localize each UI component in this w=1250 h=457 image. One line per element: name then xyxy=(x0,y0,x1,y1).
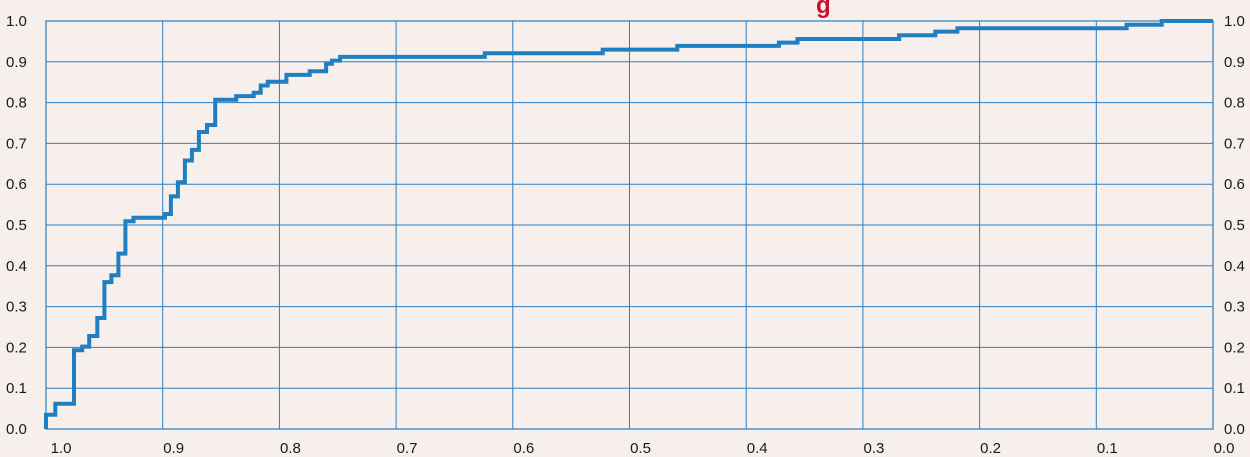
x-tick-label: 0.1 xyxy=(1097,440,1118,457)
y-tick-label-right: 0.1 xyxy=(1224,380,1245,397)
x-tick-label: 0.2 xyxy=(980,440,1001,457)
y-tick-label-left: 0.0 xyxy=(6,421,27,438)
x-tick-label: 0.0 xyxy=(1214,440,1235,457)
y-tick-label-right: 0.0 xyxy=(1224,421,1245,438)
x-tick-label: 0.6 xyxy=(513,440,534,457)
x-tick-label: 1.0 xyxy=(51,440,72,457)
plot-frame xyxy=(45,20,1214,430)
chart-title-fragment: g xyxy=(816,0,831,19)
grid xyxy=(45,20,1214,430)
y-tick-label-left: 0.6 xyxy=(6,176,27,193)
x-tick-label: 0.5 xyxy=(630,440,651,457)
y-tick-label-left: 0.3 xyxy=(6,299,27,316)
roc-curve xyxy=(44,19,1213,429)
y-tick-label-right: 0.4 xyxy=(1224,258,1245,275)
x-tick-label: 0.8 xyxy=(280,440,301,457)
y-tick-label-left: 0.1 xyxy=(6,380,27,397)
y-tick-label-left: 0.7 xyxy=(6,135,27,152)
y-tick-label-right: 0.2 xyxy=(1224,339,1245,356)
x-tick-label: 0.7 xyxy=(397,440,418,457)
y-tick-label-left: 0.8 xyxy=(6,95,27,112)
y-tick-label-right: 0.7 xyxy=(1224,135,1245,152)
y-tick-label-left: 1.0 xyxy=(6,13,27,30)
y-axis-right-ticks: 0.0 0.1 0.2 0.3 0.4 0.5 0.6 0.7 0.8 0.9 1.0 xyxy=(1224,13,1245,438)
y-tick-label-left: 0.9 xyxy=(6,54,27,71)
x-tick-label: 0.3 xyxy=(863,440,884,457)
y-axis-left-ticks: 0.0 0.1 0.2 0.3 0.4 0.5 0.6 0.7 0.8 0.9 1.0 xyxy=(6,13,27,438)
y-tick-label-right: 1.0 xyxy=(1224,13,1245,30)
x-tick-label: 0.4 xyxy=(747,440,768,457)
y-tick-label-left: 0.2 xyxy=(6,339,27,356)
y-tick-label-left: 0.4 xyxy=(6,258,27,275)
y-tick-label-right: 0.3 xyxy=(1224,299,1245,316)
x-axis-ticks: 1.0 0.9 0.8 0.7 0.6 0.5 0.4 0.3 0.2 0.1 0.0 xyxy=(51,440,1235,457)
y-tick-label-right: 0.9 xyxy=(1224,54,1245,71)
y-tick-label-left: 0.5 xyxy=(6,217,27,234)
x-tick-label: 0.9 xyxy=(163,440,184,457)
y-tick-label-right: 0.5 xyxy=(1224,217,1245,234)
y-tick-label-right: 0.6 xyxy=(1224,176,1245,193)
y-tick-label-right: 0.8 xyxy=(1224,95,1245,112)
series-layer xyxy=(44,19,1213,429)
